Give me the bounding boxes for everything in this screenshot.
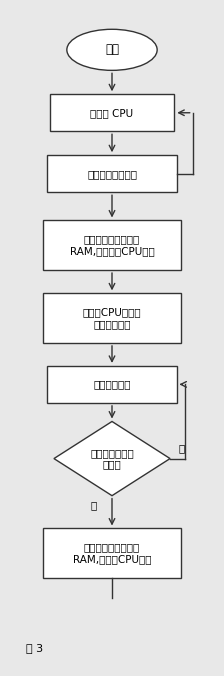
- Text: 是: 是: [90, 500, 97, 510]
- FancyBboxPatch shape: [43, 529, 181, 578]
- Text: 初始化 CPU: 初始化 CPU: [90, 107, 134, 118]
- Text: 检查连接设备状态: 检查连接设备状态: [87, 169, 137, 178]
- FancyBboxPatch shape: [50, 94, 174, 131]
- Text: 将设备状态写入双口
RAM,并通知主CPU读取: 将设备状态写入双口 RAM,并通知主CPU读取: [70, 235, 154, 256]
- Text: 否: 否: [179, 443, 185, 454]
- Polygon shape: [54, 421, 170, 496]
- Text: 数据采集处理: 数据采集处理: [93, 379, 131, 389]
- Text: 将采集数据写入双口
RAM,通知主CPU读取: 将采集数据写入双口 RAM,通知主CPU读取: [73, 543, 151, 564]
- Ellipse shape: [67, 29, 157, 70]
- Text: 开始: 开始: [105, 43, 119, 56]
- FancyBboxPatch shape: [47, 155, 177, 192]
- FancyBboxPatch shape: [47, 366, 177, 403]
- Text: 数据采集处理是
否完成: 数据采集处理是 否完成: [90, 448, 134, 469]
- FancyBboxPatch shape: [43, 220, 181, 270]
- Text: 读取主CPU发送的
通道选择指令: 读取主CPU发送的 通道选择指令: [83, 308, 141, 329]
- FancyBboxPatch shape: [43, 293, 181, 343]
- Text: 图 3: 图 3: [26, 643, 43, 653]
